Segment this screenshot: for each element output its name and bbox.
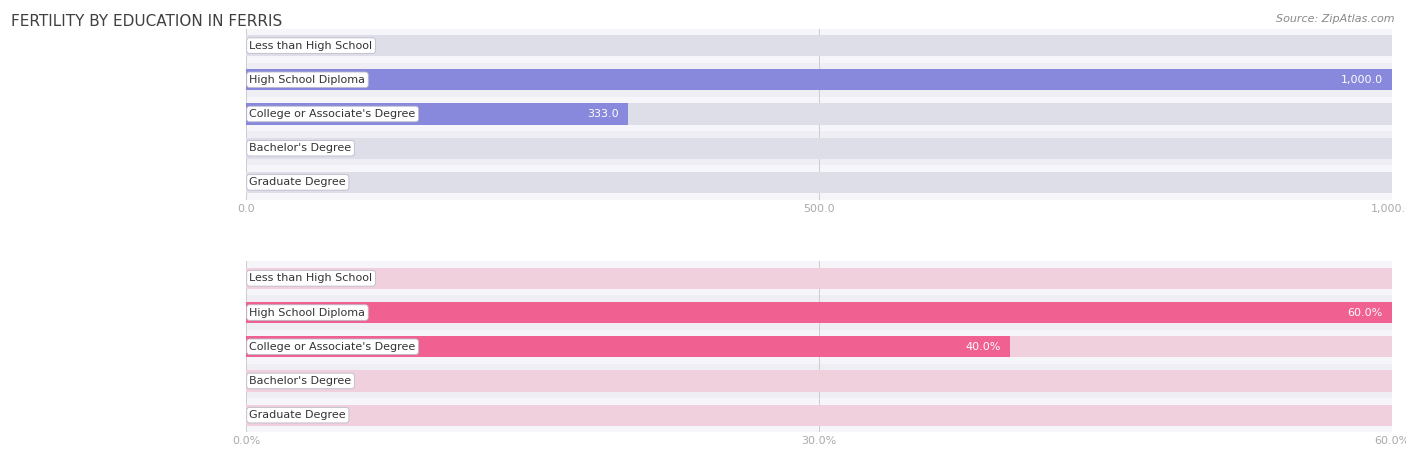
Text: Less than High School: Less than High School	[249, 40, 373, 51]
Text: College or Associate's Degree: College or Associate's Degree	[249, 109, 416, 119]
Text: 0.0: 0.0	[256, 177, 273, 188]
Text: Graduate Degree: Graduate Degree	[249, 177, 346, 188]
Bar	[246, 104, 1392, 124]
Bar	[246, 295, 1392, 330]
Text: 0.0%: 0.0%	[256, 410, 284, 420]
Text: 333.0: 333.0	[586, 109, 619, 119]
Bar	[246, 63, 1392, 97]
Text: High School Diploma: High School Diploma	[249, 307, 366, 318]
Bar	[246, 104, 627, 124]
Bar	[246, 261, 1392, 295]
Text: 60.0%: 60.0%	[1347, 307, 1382, 318]
Text: 0.0%: 0.0%	[256, 376, 284, 386]
Bar	[246, 370, 1392, 391]
Bar	[246, 336, 1010, 357]
Text: 0.0: 0.0	[256, 143, 273, 153]
Bar	[246, 28, 1392, 63]
Text: 0.0%: 0.0%	[256, 273, 284, 284]
Text: Source: ZipAtlas.com: Source: ZipAtlas.com	[1277, 14, 1395, 24]
Bar	[246, 302, 1392, 323]
Bar	[246, 336, 1392, 357]
Text: 1,000.0: 1,000.0	[1341, 75, 1382, 85]
Bar	[246, 97, 1392, 131]
Bar	[246, 268, 1392, 289]
Text: Less than High School: Less than High School	[249, 273, 373, 284]
Bar	[246, 398, 1392, 432]
Bar	[246, 364, 1392, 398]
Text: Graduate Degree: Graduate Degree	[249, 410, 346, 420]
Bar	[246, 330, 1392, 364]
Bar	[246, 405, 1392, 426]
Text: High School Diploma: High School Diploma	[249, 75, 366, 85]
Text: 40.0%: 40.0%	[966, 342, 1001, 352]
Bar	[246, 165, 1392, 200]
Text: College or Associate's Degree: College or Associate's Degree	[249, 342, 416, 352]
Bar	[246, 138, 1392, 159]
Text: FERTILITY BY EDUCATION IN FERRIS: FERTILITY BY EDUCATION IN FERRIS	[11, 14, 283, 29]
Bar	[246, 69, 1392, 90]
Bar	[246, 172, 1392, 193]
Bar	[246, 131, 1392, 165]
Text: 0.0: 0.0	[256, 40, 273, 51]
Bar	[246, 69, 1392, 90]
Text: Bachelor's Degree: Bachelor's Degree	[249, 143, 352, 153]
Text: Bachelor's Degree: Bachelor's Degree	[249, 376, 352, 386]
Bar	[246, 35, 1392, 56]
Bar	[246, 302, 1392, 323]
